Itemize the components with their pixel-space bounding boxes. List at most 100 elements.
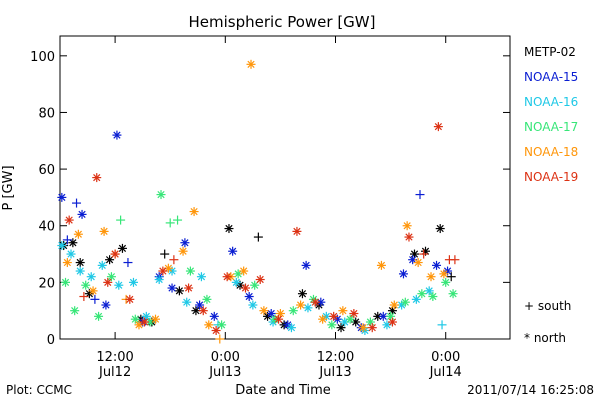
north-point-marker (367, 323, 377, 333)
north-point-marker (336, 323, 346, 333)
north-point-marker (57, 192, 67, 202)
y-tick-label: 20 (38, 276, 55, 291)
north-point-marker (432, 260, 442, 270)
north-point-marker (389, 300, 399, 310)
north-point-marker (296, 300, 306, 310)
legend-entry: NOAA-18 (524, 145, 578, 159)
north-point-marker (110, 249, 120, 259)
north-point-marker (156, 190, 166, 200)
north-point-marker (435, 224, 445, 234)
south-point-marker (169, 255, 179, 265)
north-point-marker (387, 317, 397, 327)
south-point-marker (116, 215, 126, 225)
south-point-marker (90, 294, 100, 304)
north-point-marker (202, 294, 212, 304)
north-point-marker (255, 275, 265, 285)
north-point-marker (167, 283, 177, 293)
north-point-marker (151, 314, 161, 324)
north-point-marker (426, 272, 436, 282)
legend-north-marker: * north (524, 331, 566, 345)
north-point-marker (318, 314, 328, 324)
north-point-marker (327, 320, 337, 330)
north-point-marker (400, 297, 410, 307)
north-point-marker (228, 246, 238, 256)
legend-entry: NOAA-15 (524, 70, 578, 84)
south-point-marker (446, 272, 456, 282)
north-point-marker (134, 320, 144, 330)
north-point-marker (358, 323, 368, 333)
south-point-marker (123, 258, 133, 268)
north-point-marker (191, 306, 201, 316)
north-point-marker (246, 59, 256, 69)
north-point-marker (204, 320, 214, 330)
north-point-marker (310, 297, 320, 307)
y-tick-label: 40 (38, 220, 55, 235)
north-point-marker (180, 238, 190, 248)
chart-title: Hemispheric Power [GW] (189, 13, 376, 31)
north-point-marker (448, 289, 458, 299)
north-point-marker (196, 272, 206, 282)
x-tick-date-label: Jul13 (318, 365, 351, 380)
south-point-marker (450, 255, 460, 265)
north-point-marker (398, 269, 408, 279)
data-points (57, 59, 460, 344)
plot-frame (59, 35, 511, 340)
north-point-marker (112, 130, 122, 140)
north-point-marker (154, 275, 164, 285)
north-point-marker (73, 229, 83, 239)
north-point-marker (345, 314, 355, 324)
north-point-marker (274, 314, 284, 324)
north-point-marker (125, 294, 135, 304)
north-point-marker (64, 215, 74, 225)
north-point-marker (75, 258, 85, 268)
north-point-marker (130, 314, 140, 324)
north-point-marker (217, 320, 227, 330)
north-point-marker (106, 272, 116, 282)
plot-timestamp: 2011/07/14 16:25:08 (467, 383, 594, 397)
north-point-marker (174, 286, 184, 296)
north-point-marker (128, 277, 138, 287)
axis-ticks: 02040608010012:00Jul120:00Jul1312:00Jul1… (30, 36, 510, 380)
north-point-marker (441, 277, 451, 287)
south-point-marker (62, 235, 72, 245)
south-point-marker (165, 218, 175, 228)
north-point-marker (61, 277, 71, 287)
north-point-marker (114, 280, 124, 290)
north-point-marker (198, 306, 208, 316)
north-point-marker (239, 266, 249, 276)
north-point-marker (97, 260, 107, 270)
north-point-marker (382, 320, 392, 330)
north-point-marker (57, 241, 67, 251)
north-point-marker (88, 286, 98, 296)
south-point-marker (160, 249, 170, 259)
north-point-marker (439, 269, 449, 279)
south-point-marker (415, 190, 425, 200)
north-point-marker (178, 246, 188, 256)
x-tick-time-label: 0:00 (431, 350, 460, 365)
y-tick-label: 60 (38, 163, 55, 178)
north-point-marker (376, 260, 386, 270)
north-point-marker (303, 303, 313, 313)
x-tick-time-label: 12:00 (317, 350, 354, 365)
legend-entry: NOAA-19 (524, 170, 578, 184)
north-point-marker (105, 255, 115, 265)
north-point-marker (101, 300, 111, 310)
x-axis-label: Date and Time (235, 383, 331, 398)
north-point-marker (81, 280, 91, 290)
north-point-marker (244, 292, 254, 302)
north-point-marker (286, 323, 296, 333)
north-point-marker (404, 232, 414, 242)
legend-entry: NOAA-17 (524, 120, 578, 134)
north-point-marker (66, 249, 76, 259)
x-tick-time-label: 0:00 (211, 350, 240, 365)
north-point-marker (195, 300, 205, 310)
north-point-marker (233, 269, 243, 279)
north-point-marker (292, 226, 302, 236)
north-point-marker (209, 311, 219, 321)
north-point-marker (92, 173, 102, 183)
north-point-marker (297, 289, 307, 299)
legend: METP-02 NOAA-15 NOAA-16 NOAA-17 NOAA-18 NOAA-… (524, 45, 578, 184)
north-point-marker (222, 272, 232, 282)
north-point-marker (266, 309, 276, 319)
